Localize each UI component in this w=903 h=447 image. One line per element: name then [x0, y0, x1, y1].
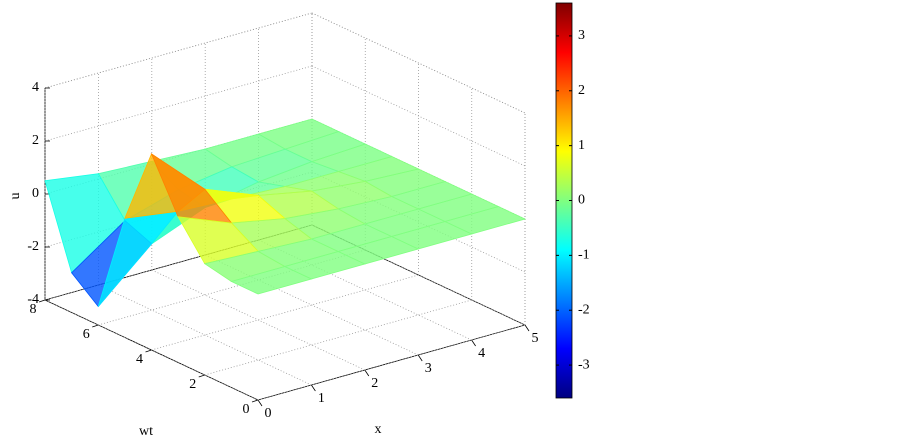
x-tick-label: 4 [478, 346, 485, 361]
surface-cell [230, 266, 313, 295]
colorbar-tick-label: 3 [578, 28, 585, 43]
y-axis-label: wt [139, 424, 153, 439]
grid-line [311, 65, 526, 167]
colorbar-tick-label: 1 [578, 138, 585, 153]
z-tick-label: 4 [32, 80, 39, 95]
y-tick [38, 299, 46, 303]
y-tick [145, 349, 152, 353]
x-tick-label: 5 [532, 331, 539, 346]
x-tick-label: 0 [265, 406, 272, 421]
x-tick [417, 354, 423, 362]
grid-line [151, 274, 419, 351]
y-tick [92, 324, 99, 328]
x-tick [257, 399, 263, 407]
z-tick-label: -2 [27, 239, 39, 254]
y-tick [198, 374, 205, 378]
grid-line [44, 65, 313, 142]
z-tick-label: -4 [27, 292, 39, 307]
x-tick [364, 369, 370, 377]
y-tick [251, 399, 259, 403]
x-tick-label: 1 [318, 391, 325, 406]
grid-line [98, 284, 312, 386]
grid-line [257, 324, 526, 401]
grid-line [151, 269, 365, 371]
grid-line [204, 299, 472, 376]
z-axis-label: u [8, 193, 23, 200]
z-tick-label: 0 [32, 186, 39, 201]
colorbar-tick-label: 2 [578, 83, 585, 98]
z-tick-label: 2 [32, 133, 39, 148]
colorbar-tick-label: -1 [578, 248, 590, 263]
x-tick-label: 3 [425, 361, 432, 376]
y-tick-label: 8 [30, 302, 37, 317]
y-tick-label: 4 [136, 352, 143, 367]
grid-line [311, 12, 526, 114]
y-tick-label: 0 [243, 402, 250, 417]
colorbar-tick-label: 0 [578, 193, 585, 208]
x-tick [311, 384, 316, 392]
grid-line [258, 239, 472, 341]
colorbar-tick-label: -2 [578, 302, 590, 317]
colorbar-tick-label: -3 [578, 357, 590, 372]
y-tick-label: 6 [83, 327, 90, 342]
x-tick-label: 2 [371, 376, 378, 391]
x-tick [524, 324, 530, 332]
y-tick-label: 2 [189, 377, 196, 392]
grid-line [44, 12, 313, 89]
x-axis-label: x [375, 422, 382, 437]
grid-line [205, 254, 419, 356]
x-tick [471, 339, 476, 347]
